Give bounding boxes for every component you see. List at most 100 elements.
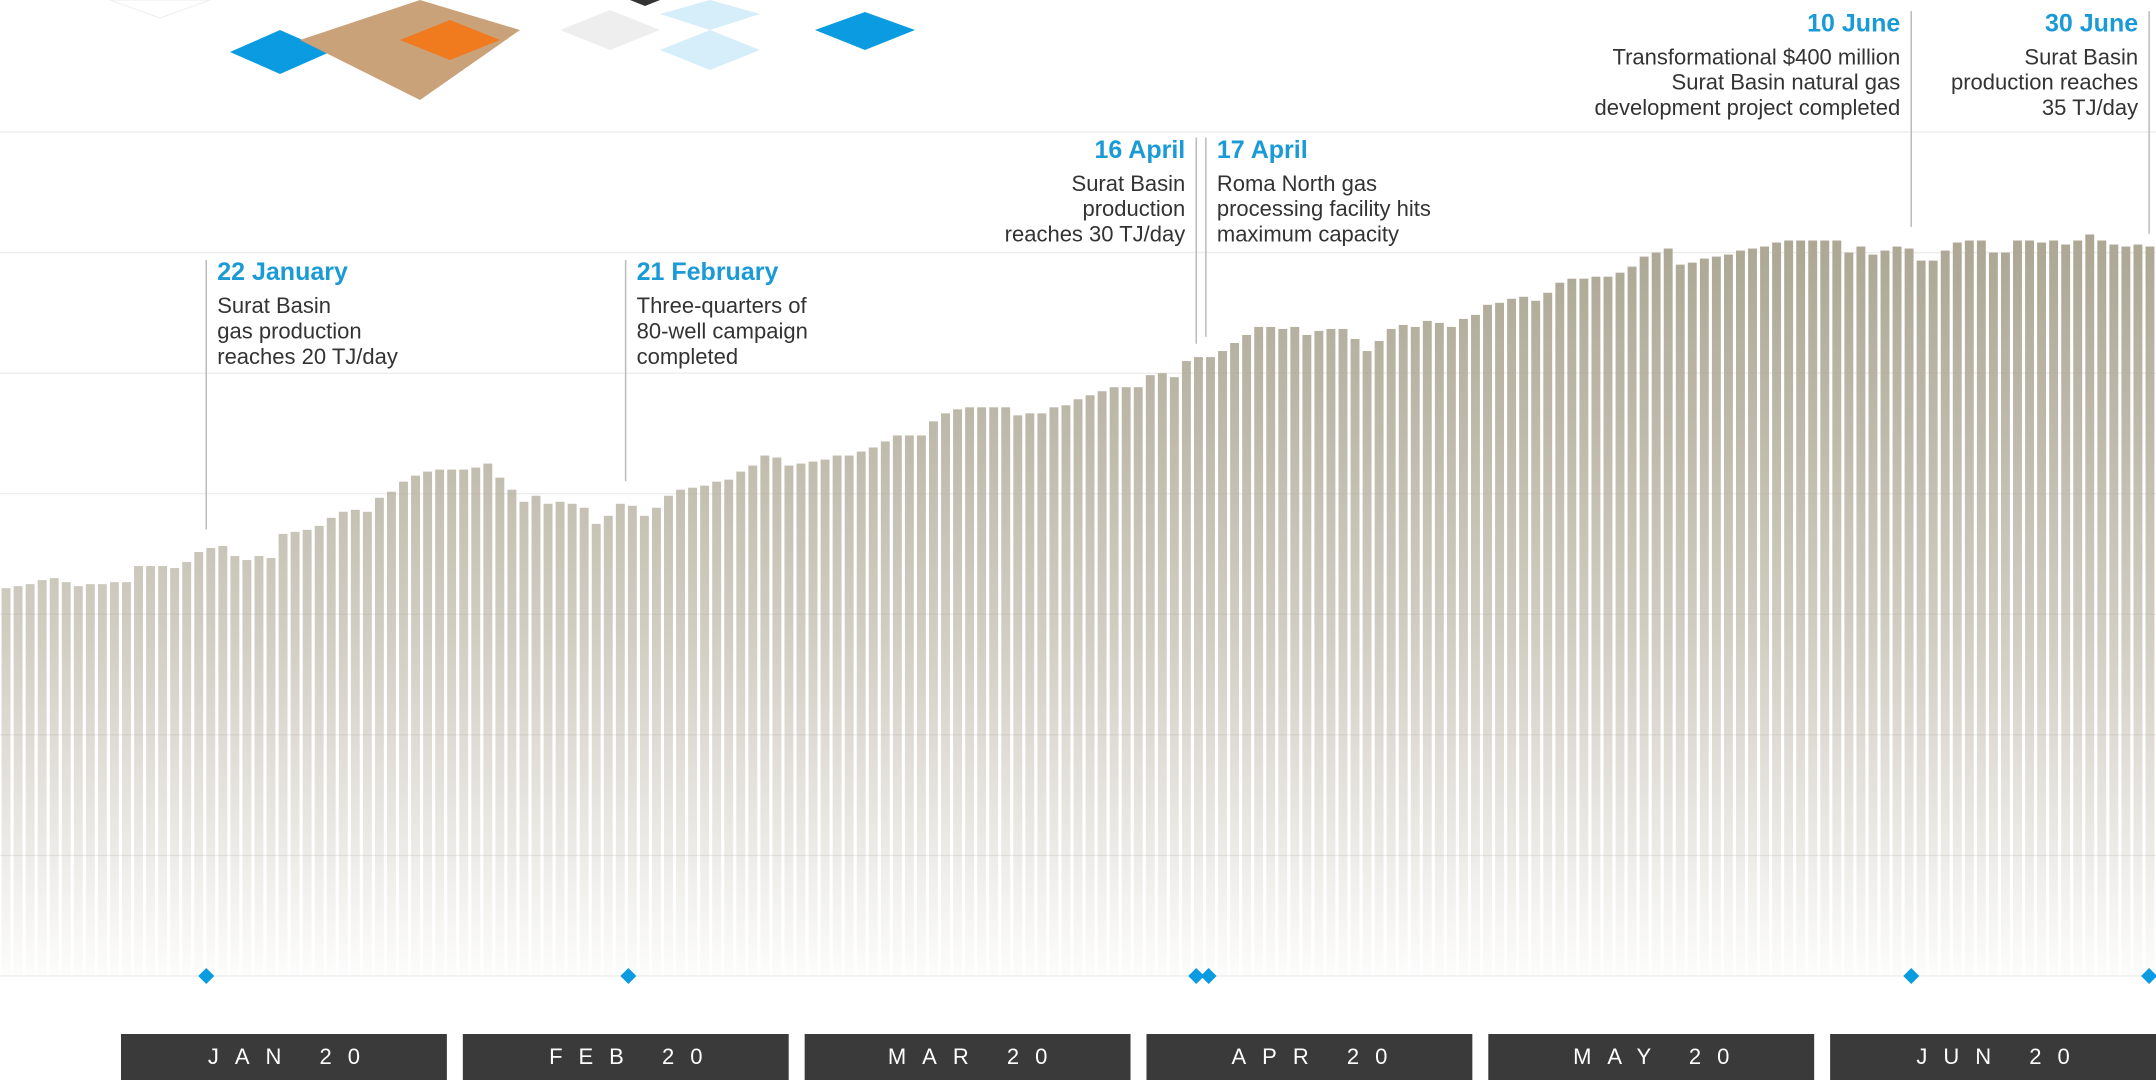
bar xyxy=(1362,351,1372,976)
bar xyxy=(929,421,938,976)
bar xyxy=(254,556,264,976)
bar xyxy=(555,501,565,976)
bar xyxy=(989,407,999,976)
bar xyxy=(1820,240,1830,976)
annotation-date: 16 April xyxy=(1094,136,1185,164)
annotation-text: Three-quarters of xyxy=(637,293,808,318)
bar xyxy=(1037,413,1047,976)
bar xyxy=(820,459,830,976)
bar xyxy=(1639,256,1649,977)
bar xyxy=(134,566,143,976)
bar xyxy=(1627,266,1637,977)
month-label: APR 20 xyxy=(1231,1044,1403,1069)
bar xyxy=(941,413,950,976)
bar xyxy=(724,479,734,976)
bar xyxy=(1916,260,1926,977)
annotation-text: 80-well campaign xyxy=(637,319,808,344)
bar xyxy=(1964,240,1974,976)
bar xyxy=(2097,240,2107,976)
bar xyxy=(736,471,746,976)
annotation-text: reaches 30 TJ/day xyxy=(1005,222,1186,247)
bar xyxy=(1181,361,1191,977)
bar xyxy=(435,469,445,976)
bar xyxy=(2085,234,2095,976)
bar xyxy=(664,495,673,976)
bar xyxy=(1687,262,1697,977)
bar xyxy=(1543,292,1553,976)
bar xyxy=(832,455,842,976)
bar xyxy=(639,515,649,976)
bar xyxy=(953,409,963,976)
bar xyxy=(1880,250,1890,977)
bar xyxy=(61,582,71,976)
bar xyxy=(1266,326,1276,976)
bar xyxy=(760,455,770,976)
bar xyxy=(748,465,758,976)
bar xyxy=(1675,264,1685,977)
bar xyxy=(1796,240,1806,976)
bar xyxy=(1579,278,1589,976)
annotation-text: gas production xyxy=(217,319,361,344)
bar xyxy=(1326,328,1336,976)
annotation-text: Roma North gas xyxy=(1217,171,1377,196)
bar xyxy=(1458,318,1468,976)
bar xyxy=(1615,272,1625,977)
bar xyxy=(386,491,396,976)
bar xyxy=(483,463,493,977)
bar xyxy=(25,584,35,976)
date-marker xyxy=(620,968,637,984)
bar xyxy=(1338,328,1348,976)
bar xyxy=(1760,246,1770,977)
annotation-text: completed xyxy=(637,344,739,369)
bar xyxy=(1013,415,1023,976)
bar xyxy=(158,566,168,976)
bar xyxy=(1290,326,1300,976)
bar xyxy=(1169,377,1179,977)
bar xyxy=(1495,302,1505,976)
bar xyxy=(326,517,336,976)
annotation-text: production reaches xyxy=(1951,70,2138,95)
bar xyxy=(603,515,613,976)
bar xyxy=(880,441,890,976)
bar xyxy=(1723,254,1733,977)
annotation: 10 June Transformational $400 millionSura… xyxy=(1595,9,1912,227)
bar xyxy=(2025,240,2034,976)
bar xyxy=(615,503,625,976)
bar xyxy=(1603,276,1613,977)
date-marker xyxy=(1903,968,1920,984)
bar xyxy=(1434,322,1444,976)
bar xyxy=(302,529,312,976)
bar xyxy=(1133,387,1143,976)
bar xyxy=(1832,240,1842,976)
bar xyxy=(1856,246,1866,977)
annotation-text: 35 TJ/day xyxy=(2042,95,2138,120)
bar xyxy=(459,469,469,976)
bar xyxy=(1206,357,1215,977)
bar xyxy=(1711,256,1721,977)
date-marker xyxy=(2141,968,2156,984)
bar xyxy=(1531,300,1541,976)
date-marker xyxy=(1200,968,1217,984)
bar xyxy=(73,586,83,976)
bar xyxy=(1446,326,1456,976)
bar xyxy=(2013,240,2022,976)
date-marker xyxy=(1188,968,1205,984)
bar xyxy=(122,582,131,976)
bar xyxy=(230,556,240,976)
bar xyxy=(892,435,902,976)
bar xyxy=(1410,326,1420,976)
month-label: JAN 20 xyxy=(208,1044,376,1069)
bar xyxy=(2109,244,2119,977)
bar xyxy=(712,481,722,976)
bar xyxy=(194,551,204,976)
annotation-text: maximum capacity xyxy=(1217,222,1399,247)
annotation-text: Surat Basin xyxy=(1072,171,1186,196)
bar xyxy=(1242,334,1252,976)
bar xyxy=(2000,252,2010,977)
bar xyxy=(772,457,782,976)
bar xyxy=(1121,387,1131,976)
bar xyxy=(1157,373,1167,977)
bar xyxy=(2049,240,2059,976)
